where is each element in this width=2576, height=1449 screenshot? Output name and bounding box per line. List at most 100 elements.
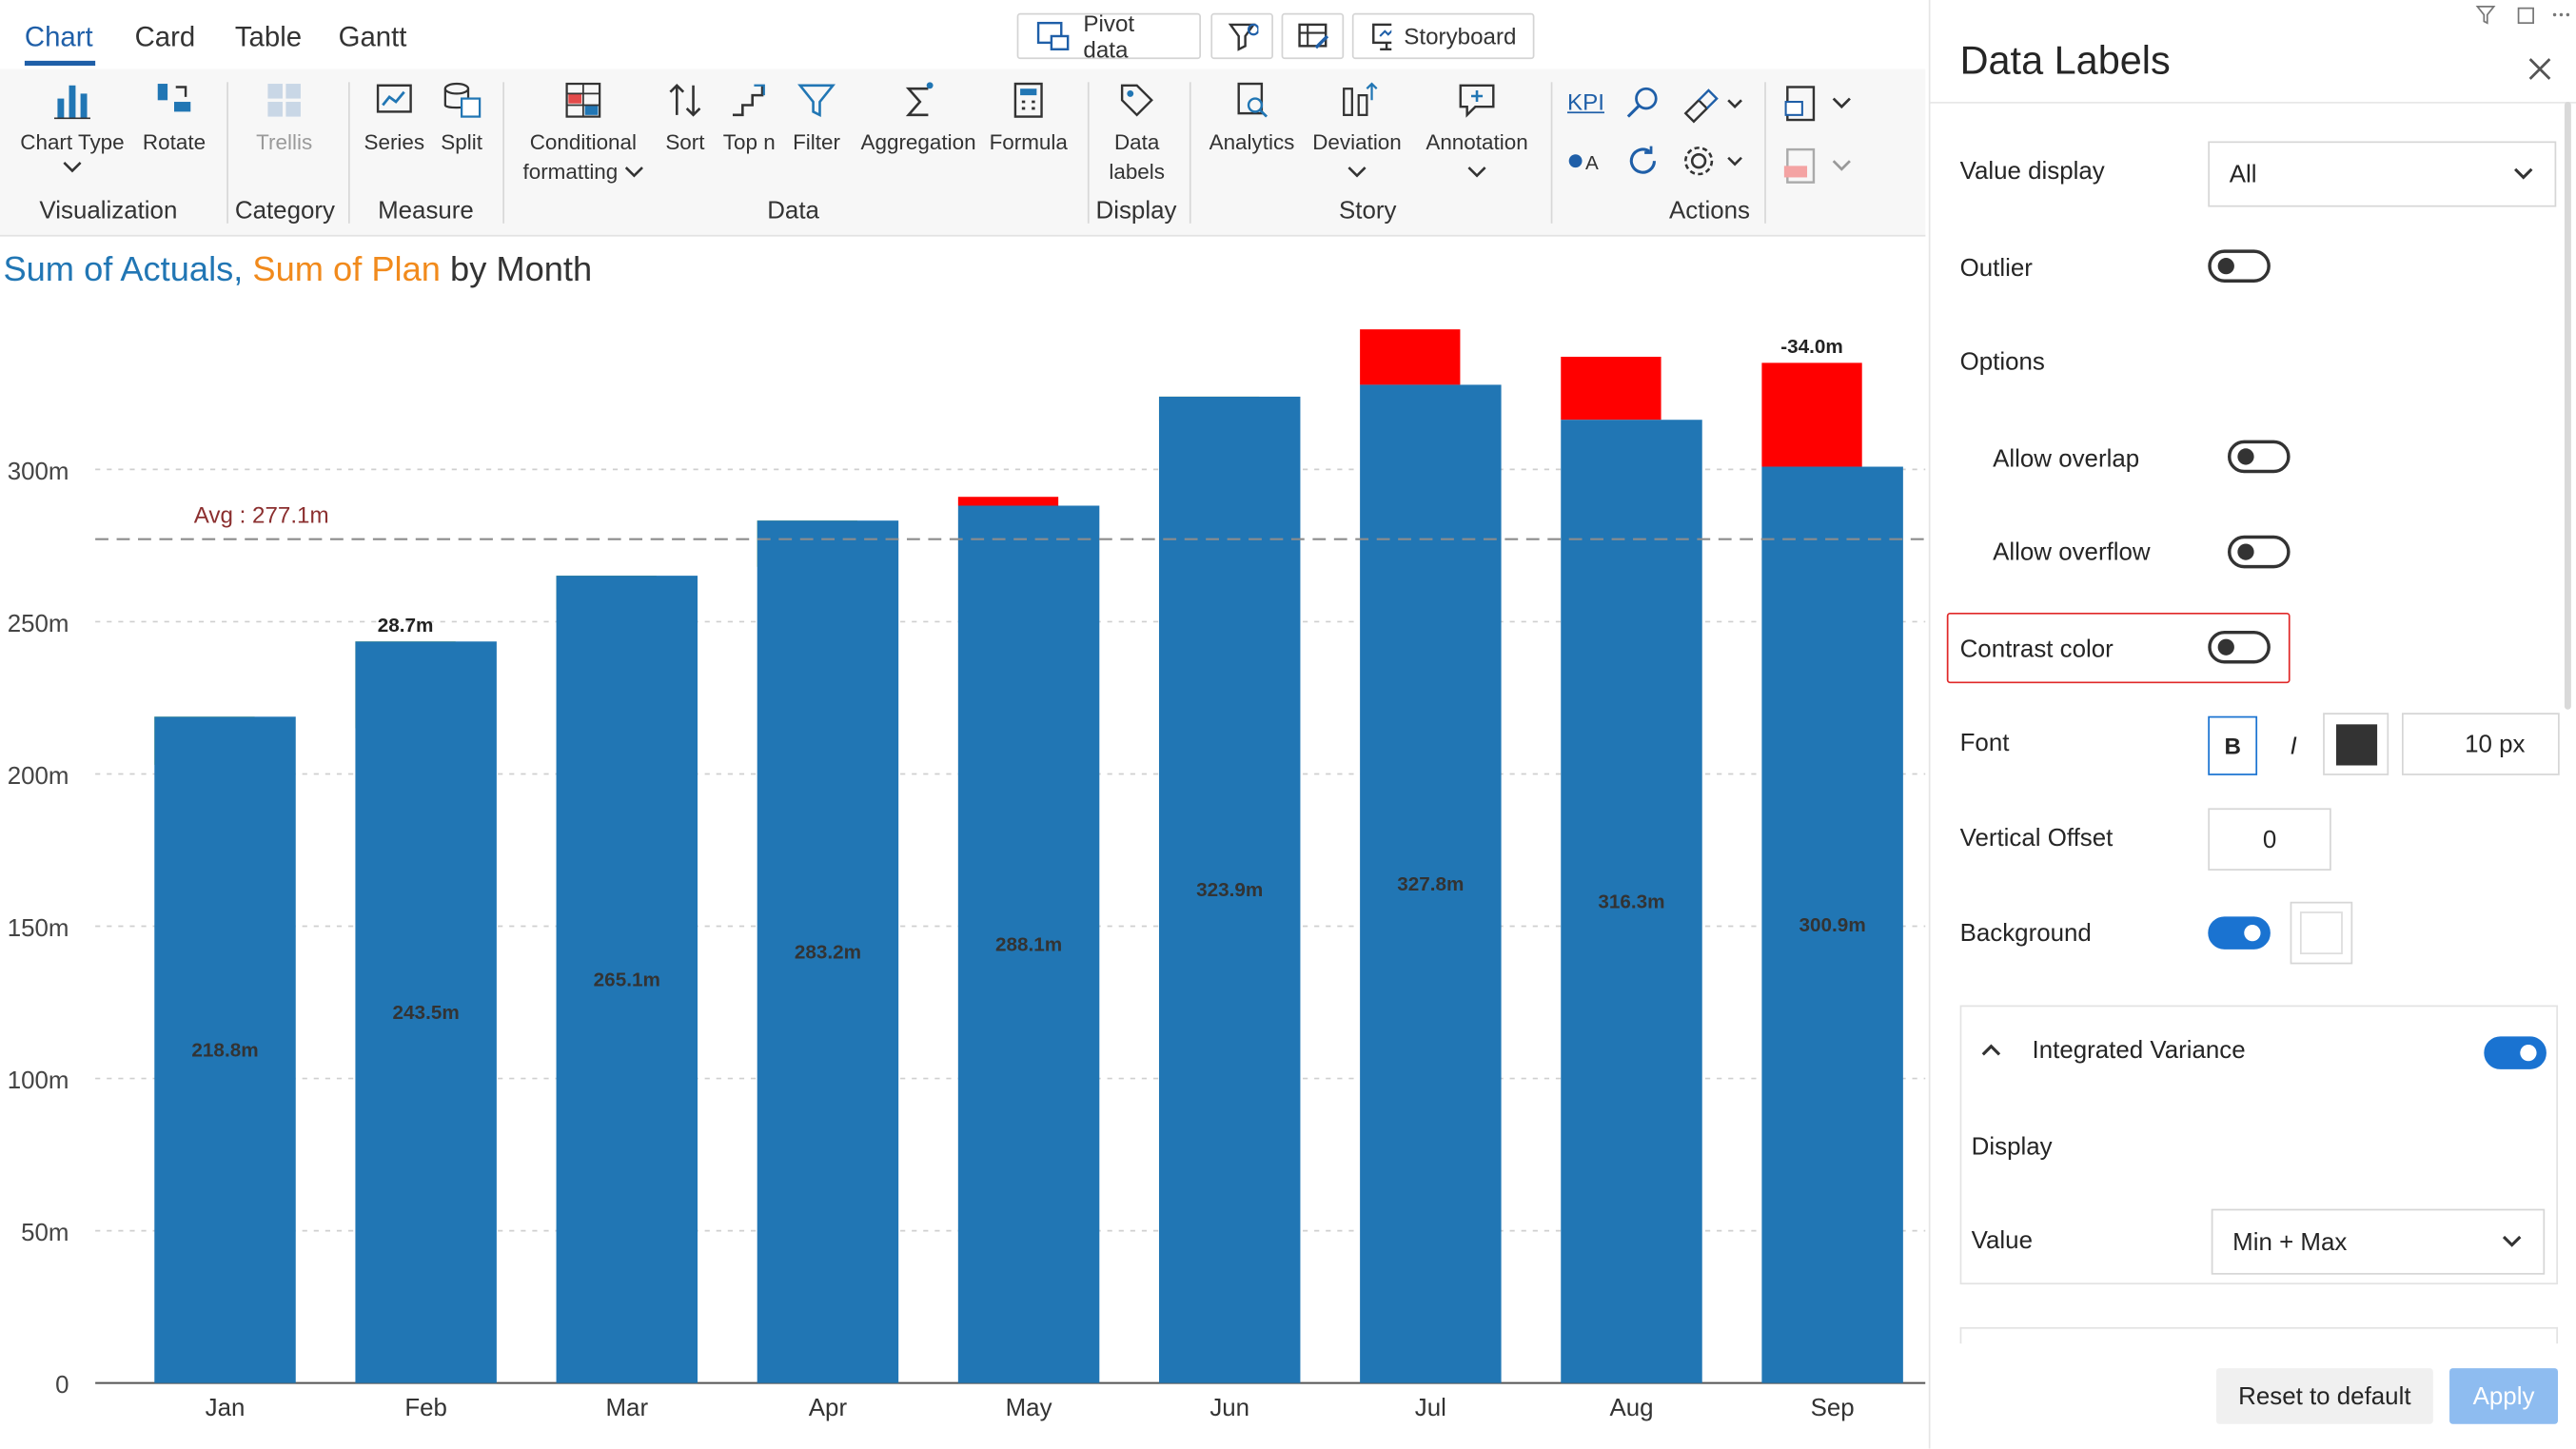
top-n-icon [732,84,765,117]
close-icon[interactable] [2527,56,2553,83]
x-tick-label: May [1006,1395,1052,1421]
rotate-label: Rotate [142,129,206,155]
value-select[interactable]: Min + Max [2211,1208,2546,1275]
next-section [1959,1326,2559,1344]
vertical-offset-input[interactable]: 0 [2208,808,2331,871]
value-label: 243.5m [393,1002,460,1024]
x-tick-label: Jul [1415,1395,1446,1421]
rotate-icon [157,84,191,112]
filter-button[interactable]: Filter [789,79,845,158]
font-color-button[interactable] [2323,713,2389,775]
analytics-button[interactable]: Analytics [1203,79,1302,158]
value-label: 288.1m [995,933,1062,955]
sort-button[interactable]: Sort [660,79,710,158]
chevron-down-icon [1347,166,1367,178]
group-actions: Actions [1669,197,1750,225]
background-label: Background [1959,919,2092,949]
color-scheme-icon[interactable]: A [1567,145,1610,178]
contrast-color-toggle[interactable] [2208,630,2271,664]
apply-button[interactable]: Apply [2449,1368,2559,1424]
variance-bar [1761,362,1862,467]
chevron-down-icon [63,161,82,173]
chevron-up-icon[interactable] [1979,1042,2002,1058]
value-label: 218.8m [191,1039,258,1061]
background-color-swatch [2299,911,2343,955]
data-labels-panel: Data Labels Value display All Outlier Op… [1928,0,2576,1449]
actual-bar [1761,466,1903,1383]
paint-brush-icon[interactable] [1679,84,1744,124]
bold-button[interactable]: B [2208,715,2258,775]
tab-chart[interactable]: Chart [24,21,93,53]
filter-icon [797,84,836,117]
formula-button[interactable]: Formula [986,79,1072,158]
deviation-icon [1343,82,1378,116]
trellis-button[interactable]: Trellis [246,79,322,158]
title-by-month: by Month [450,251,593,289]
storyboard-button[interactable]: Storyboard [1351,12,1535,60]
panel-scrollbar[interactable] [2564,102,2571,710]
font-label: Font [1959,729,2010,757]
integrated-variance-section [1959,1005,2559,1285]
outlier-toggle[interactable] [2208,249,2271,283]
tab-table[interactable]: Table [234,21,303,53]
split-button[interactable]: Split [432,79,491,158]
series-button[interactable]: Series [362,79,427,158]
y-tick-label: 0 [55,1372,69,1399]
reset-to-default-button[interactable]: Reset to default [2215,1368,2433,1424]
formula-label: Formula [989,129,1068,155]
italic-button[interactable]: I [2270,715,2317,775]
actual-bar [1360,384,1502,1383]
aggregation-button[interactable]: Aggregation [855,79,983,158]
filter-settings-button[interactable] [1210,12,1273,60]
title-plan: Sum of Plan [252,251,441,289]
x-tick-label: Mar [606,1395,649,1421]
panel-header-divider [1930,102,2576,104]
x-tick-label: Feb [404,1395,447,1421]
data-label: Data [1113,129,1160,155]
font-size-input[interactable]: 10 px [2401,713,2560,775]
analytics-icon [1237,82,1268,118]
search-icon[interactable] [1623,84,1662,123]
pivot-data-label: Pivot data [1083,10,1135,63]
top-n-button[interactable]: Top n [717,79,782,158]
group-display: Display [1095,197,1177,225]
analytics-label: Analytics [1209,129,1295,155]
export-icon[interactable] [1780,82,1856,125]
y-tick-label: 50m [21,1220,69,1246]
deviation-button[interactable]: Deviation [1308,79,1406,187]
value-label: 283.2m [795,941,861,963]
refresh-icon[interactable] [1623,141,1662,180]
pivot-data-button[interactable]: Pivot data [1016,10,1201,63]
value-display-select[interactable]: All [2208,141,2557,207]
chart-area[interactable]: 0 50m 100m 150m 200m 250m 300m 218.8m Jan 243.5m F… [0,296,1926,1445]
allow-overlap-toggle[interactable] [2227,440,2291,474]
tab-card[interactable]: Card [134,21,196,53]
background-color-button[interactable] [2290,901,2353,965]
allow-overflow-toggle[interactable] [2227,535,2291,569]
group-divider [1189,82,1191,224]
value-label: 265.1m [594,969,660,990]
tab-gantt[interactable]: Gantt [338,21,407,53]
x-tick-label: Jun [1209,1395,1249,1421]
background-toggle[interactable] [2208,916,2271,950]
filter-label: Filter [793,129,840,155]
kpi-button[interactable]: KPI [1566,88,1604,115]
contrast-color-highlight [1946,612,2291,684]
storyboard-icon [1372,23,1391,51]
integrated-variance-label: Integrated Variance [2032,1036,2246,1065]
conditional-formatting-button[interactable]: Conditional formatting [513,79,654,187]
panel-window-controls[interactable] [2474,3,2573,26]
group-divider [1087,82,1090,224]
chart-title: Sum of Actuals, Sum of Plan by Month [3,251,592,290]
bar-chart-icon [53,85,90,120]
rotate-button[interactable]: Rotate [138,79,210,158]
table-edit-button[interactable] [1281,12,1345,60]
chart-type-button[interactable]: Chart Type [13,79,131,174]
settings-icon[interactable] [1679,141,1744,180]
integrated-variance-toggle[interactable] [2484,1036,2547,1069]
data-labels-button[interactable]: Data labels [1097,79,1176,187]
annotation-button[interactable]: Annotation [1416,79,1538,187]
value-label: 327.8m [1397,873,1464,895]
chart-type-label: Chart Type [20,129,125,155]
pdf-icon[interactable] [1780,145,1856,187]
